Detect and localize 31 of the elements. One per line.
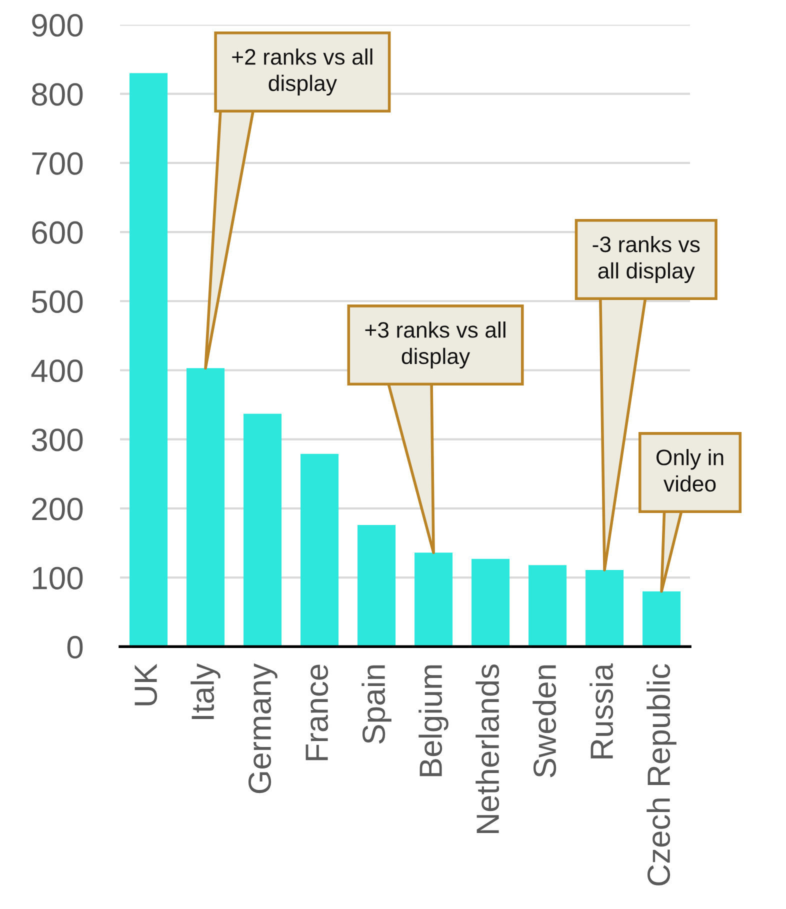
annotation: +2 ranks vs all display (232, 48, 372, 96)
x-tick-label: UK (134, 664, 158, 706)
y-tick-label: 700 (32, 152, 83, 175)
bar (586, 570, 624, 647)
x-tick-label: France (306, 664, 328, 760)
x-tick-label: Spain (362, 665, 392, 744)
annotation: Only in video (656, 448, 724, 492)
x-tick-label: Netherlands (476, 664, 500, 833)
y-tick-label: 600 (32, 221, 83, 244)
bar (358, 525, 396, 647)
y-tick-label: 900 (32, 14, 83, 37)
bar (244, 414, 282, 647)
x-tick-label: Sweden (532, 665, 556, 778)
y-tick-label: 500 (32, 290, 83, 314)
y-tick-label: 300 (32, 428, 83, 452)
x-tick-label: Czech Republic (646, 664, 676, 886)
x-tick-label: Italy (190, 663, 220, 719)
x-tick-label: Russia (590, 663, 614, 758)
y-tick-label: 800 (32, 83, 83, 106)
y-tick-label: 100 (33, 566, 83, 590)
bar (528, 565, 567, 647)
bar (300, 454, 339, 647)
y-tick-label: 200 (32, 498, 83, 520)
bar (472, 558, 510, 647)
bar (130, 73, 168, 647)
y-tick-label: 0 (67, 636, 83, 659)
x-tick-label: Belgium (418, 665, 448, 776)
y-tick-label: 400 (31, 360, 83, 382)
x-tick-label: Germany (248, 663, 278, 794)
annotation: -3 ranks vs all display (592, 236, 700, 284)
annotation: +3 ranks vs all display (365, 321, 506, 369)
